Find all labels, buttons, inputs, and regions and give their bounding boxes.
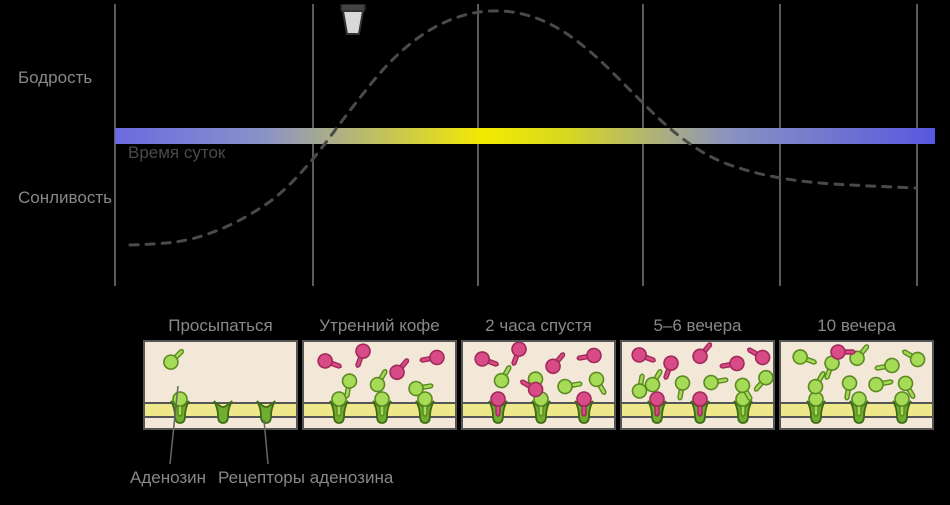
adenosine-receptor: [416, 392, 434, 423]
caffeine-molecule: [543, 349, 569, 376]
panel-label: 2 часа спустя: [461, 316, 616, 336]
receptor-panels-row: [143, 340, 934, 430]
adenosine-receptor: [807, 392, 825, 423]
caffeine-molecule: [690, 342, 716, 366]
receptor-panel: [143, 340, 298, 430]
adenosine-molecule: [368, 366, 392, 394]
adenosine-receptor: [171, 392, 189, 423]
time-axis-label: Время суток: [128, 143, 225, 163]
receptor-panel: [779, 340, 934, 430]
adenosine-receptor: [648, 392, 666, 423]
adenosine-molecule: [673, 375, 691, 401]
panel-label: Просыпаться: [143, 316, 298, 336]
caffeine-molecule: [719, 355, 745, 373]
receptor-panel: [620, 340, 775, 430]
adenosine-molecule: [587, 370, 611, 398]
adenosine-receptor: [214, 401, 232, 423]
adenosine-receptor: [691, 392, 709, 423]
legend-label: Рецепторы аденозина: [218, 468, 393, 488]
caffeine-molecule: [744, 343, 772, 367]
caffeine-molecule: [316, 352, 343, 373]
caffeine-molecule: [507, 342, 528, 368]
adenosine-molecule: [874, 357, 900, 375]
time-of-day-bar: [115, 128, 935, 144]
adenosine-receptor: [575, 392, 593, 423]
adenosine-molecule: [899, 345, 927, 369]
adenosine-molecule: [847, 342, 873, 368]
adenosine-receptor: [893, 392, 911, 423]
caffeine-molecule: [473, 350, 500, 371]
y-axis-label: Бодрость: [18, 68, 92, 88]
adenosine-molecule: [791, 348, 818, 369]
alertness-curve: [130, 11, 915, 245]
adenosine-molecule: [161, 345, 188, 372]
legend-label: Аденозин: [130, 468, 206, 488]
adenosine-molecule: [557, 377, 583, 395]
y-axis-label: Сонливость: [18, 188, 112, 208]
caffeine-molecule: [576, 347, 602, 365]
receptor-panel: [302, 340, 457, 430]
adenosine-receptor: [373, 392, 391, 423]
receptor-panel: [461, 340, 616, 430]
caffeine-molecule: [419, 349, 445, 367]
panel-label: 10 вечера: [779, 316, 934, 336]
caffeine-molecule: [387, 355, 413, 382]
adenosine-receptor: [489, 392, 507, 423]
adenosine-molecule: [868, 375, 894, 393]
panel-label: Утренний кофе: [302, 316, 457, 336]
caffeine-molecule: [351, 342, 372, 369]
adenosine-molecule: [703, 373, 729, 391]
caffeine-molecule: [630, 346, 657, 367]
adenosine-receptor: [257, 401, 275, 423]
panel-label: 5–6 вечера: [620, 316, 775, 336]
coffee-cup-icon: [339, 4, 367, 38]
caffeine-molecule: [659, 354, 680, 381]
adenosine-molecule: [750, 368, 776, 395]
adenosine-receptor: [850, 392, 868, 423]
